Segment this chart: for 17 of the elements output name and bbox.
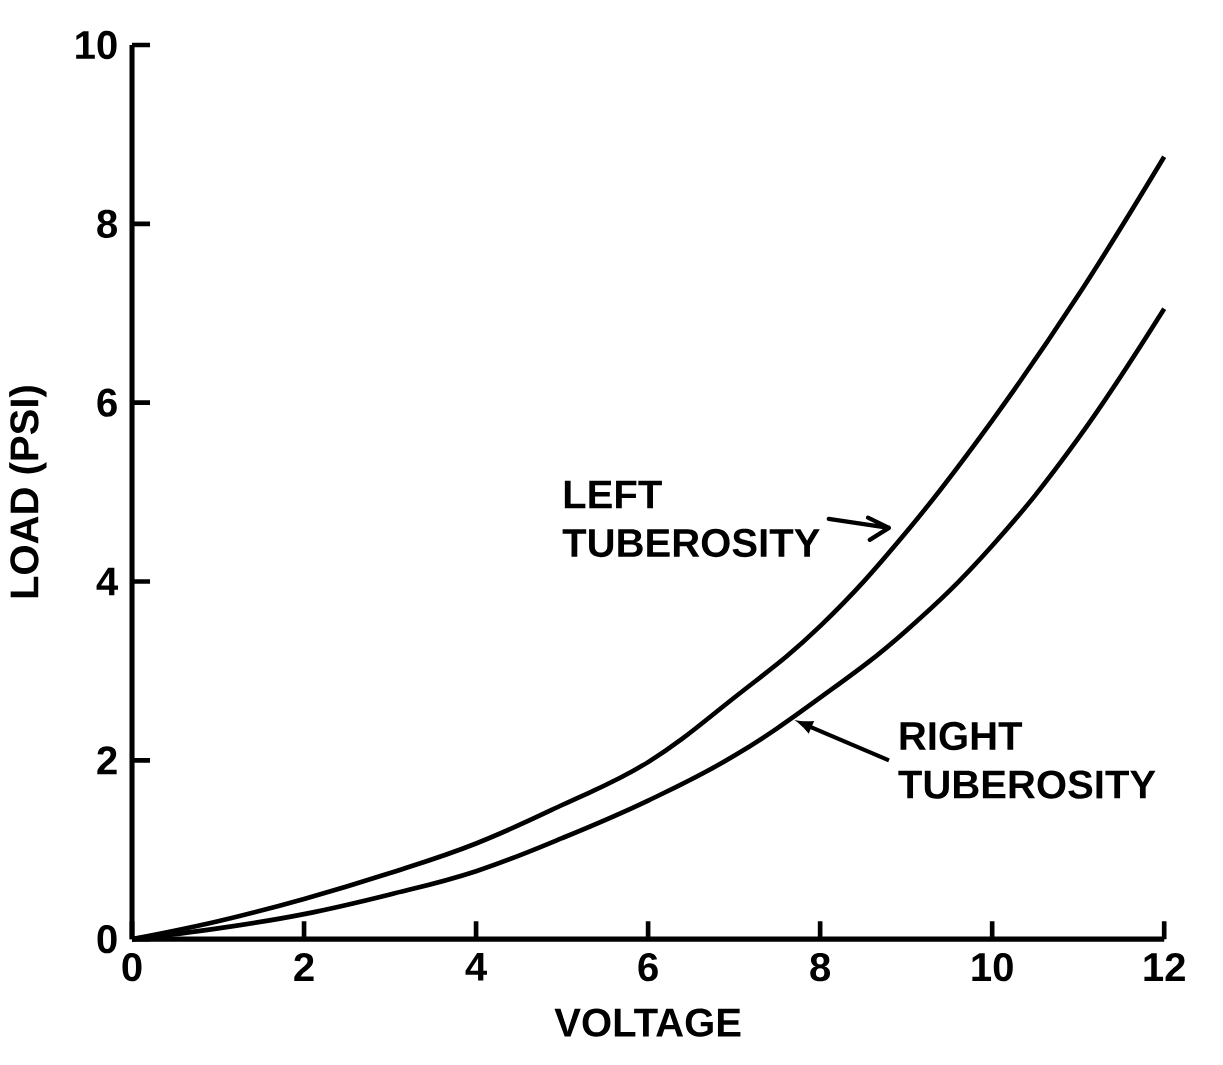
x-tick-label: 8 <box>810 952 831 982</box>
y-tick-label: 8 <box>97 209 117 238</box>
x-tick-label: 12 <box>1144 952 1185 981</box>
y-tick-label: 10 <box>76 30 117 60</box>
y-tick-label: 4 <box>96 567 119 596</box>
x-tick-label: 2 <box>294 952 314 981</box>
x-tick-label: 10 <box>972 952 1013 982</box>
legend-label: RIGHT TUBEROSITY <box>898 721 1156 799</box>
x-axis-title: VOLTAGE <box>554 1008 741 1037</box>
series-label: LEFT TUBEROSITY <box>562 480 820 558</box>
y-tick-label: 2 <box>97 746 117 775</box>
y-tick-label: 0 <box>97 924 117 954</box>
x-tick-label: 4 <box>465 952 487 981</box>
y-tick-label: 6 <box>97 388 117 417</box>
y-axis-title: LOAD (PSI) <box>9 386 47 598</box>
x-tick-label: 6 <box>638 952 658 982</box>
x-tick-label: 0 <box>122 952 142 982</box>
